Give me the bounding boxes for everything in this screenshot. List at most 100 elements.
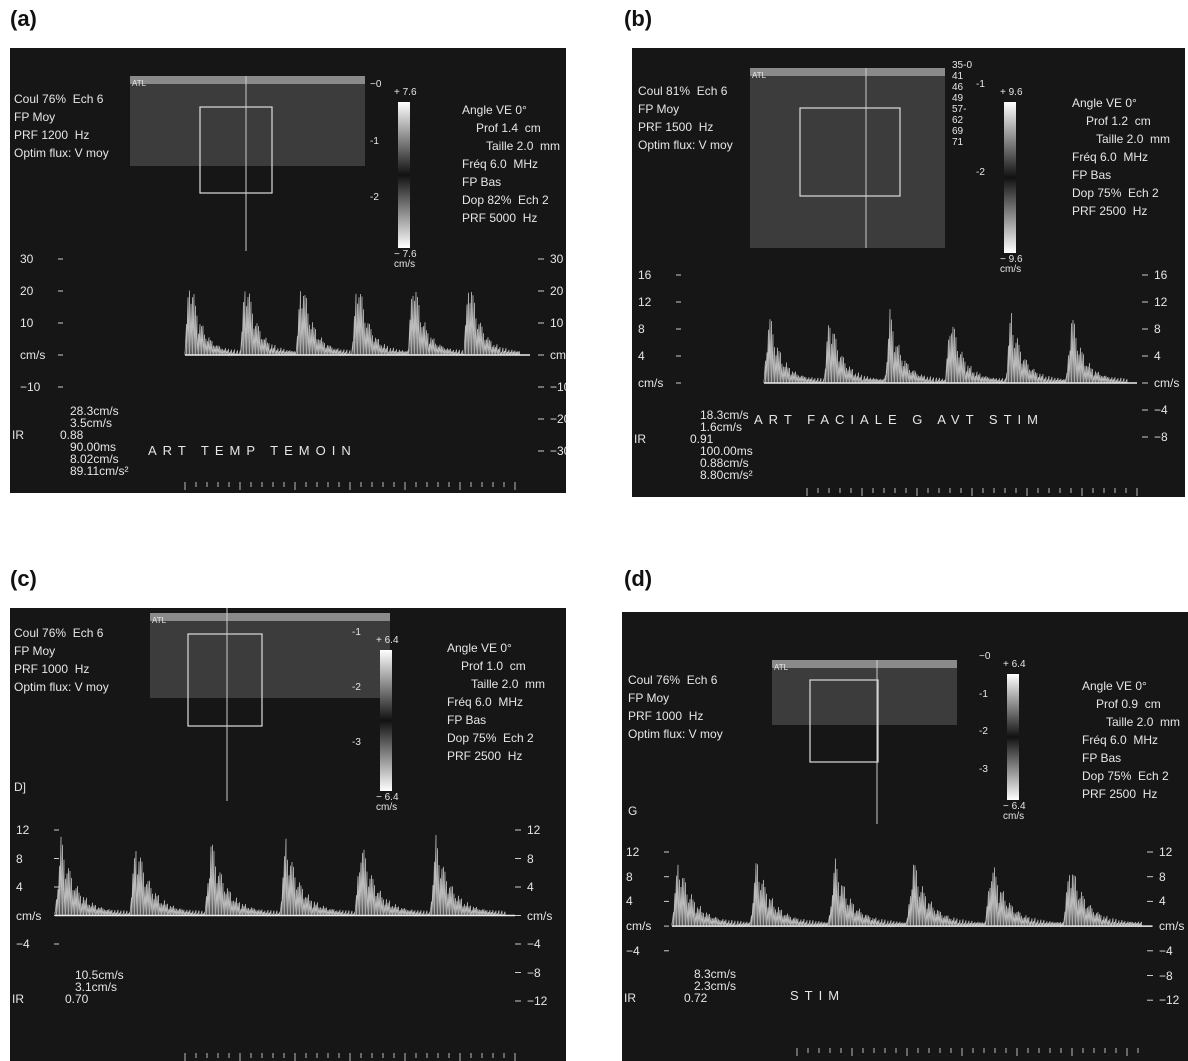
left-tick-label: 8 xyxy=(626,869,633,884)
ir-label: IR xyxy=(12,992,24,1006)
right-tick-label: −4 xyxy=(527,937,541,951)
left-tick-label: 12 xyxy=(626,845,640,859)
right-tick-label: 8 xyxy=(1159,869,1166,884)
right-setting: Dop 82% Ech 2 xyxy=(462,193,549,207)
left-setting: Coul 81% Ech 6 xyxy=(638,84,728,98)
left-setting: FP Moy xyxy=(638,102,680,116)
depth-scale: -2 xyxy=(979,726,988,737)
panel-label: (c) xyxy=(10,566,37,591)
left-setting: FP Moy xyxy=(628,691,670,705)
depth-scale: −0 xyxy=(370,79,382,90)
left-tick-label: cm/s xyxy=(20,348,46,362)
ultrasound-panel: ATL + 6.4− 6.4 cm/s -1 -2 -3 Coul 76% Ech 6 FP … xyxy=(10,608,566,1061)
caption: ART FACIALE G AVT STIM xyxy=(754,412,1044,427)
depth-scale: -1 xyxy=(976,79,985,90)
right-tick-label: −30 xyxy=(550,444,566,458)
measurement: 8.02cm/s xyxy=(70,452,119,466)
bmode-skin xyxy=(150,613,390,621)
color-bar xyxy=(380,650,392,791)
right-tick-label: 12 xyxy=(527,823,541,837)
colorbar-top: + 7.6 xyxy=(394,87,417,98)
right-setting: Fréq 6.0 MHz xyxy=(462,157,539,171)
color-bar xyxy=(1007,674,1019,800)
ultrasound-panel: ATL + 9.6− 9.6 cm/s -1 -2 35-0 41 46 49 57- 62 69 71… xyxy=(632,48,1185,497)
panel-graphics xyxy=(58,76,544,490)
colorbar-bottom: − 9.6 xyxy=(1000,254,1023,265)
right-tick-label: −8 xyxy=(1159,968,1173,983)
left-setting: PRF 1500 Hz xyxy=(638,120,714,134)
right-setting: FP Bas xyxy=(462,175,502,189)
right-tick-label: 8 xyxy=(527,851,534,866)
panel-label: (b) xyxy=(624,6,653,31)
right-setting: Taille 2.0 mm xyxy=(1106,715,1181,729)
left-tick-label: 12 xyxy=(16,823,30,837)
right-setting: Fréq 6.0 MHz xyxy=(447,695,524,709)
left-tick-label: −10 xyxy=(20,380,41,394)
color-box xyxy=(199,106,273,194)
right-setting: Taille 2.0 mm xyxy=(471,677,546,691)
right-setting: Prof 0.9 cm xyxy=(1096,697,1161,711)
left-tick-label: 4 xyxy=(626,894,633,909)
right-setting: PRF 5000 Hz xyxy=(462,211,538,225)
logo: ATL xyxy=(752,71,767,80)
right-setting: Taille 2.0 mm xyxy=(1096,132,1171,146)
depth-scale: -2 xyxy=(370,192,379,204)
right-setting: FP Bas xyxy=(447,713,487,727)
left-setting: FP Moy xyxy=(14,644,56,658)
left-tick-label: 20 xyxy=(20,284,34,298)
right-setting: PRF 2500 Hz xyxy=(447,749,523,763)
ultrasound-panel: ATL + 7.6− 7.6 cm/s −0 -1 -2 Coul 76% Ech 6 FP … xyxy=(10,48,566,493)
bmode-skin xyxy=(130,76,365,84)
right-tick-label: cm/s xyxy=(527,908,553,923)
depth-scale: -3 xyxy=(352,737,361,748)
gray-map: 46 xyxy=(952,82,964,93)
measurement: 18.3cm/s xyxy=(700,408,749,422)
left-tick-label: cm/s xyxy=(638,376,664,390)
doppler-spectrum xyxy=(54,834,506,917)
left-tick-label: −4 xyxy=(16,937,30,951)
measurement: 0.88 xyxy=(60,428,84,442)
left-tick-label: 16 xyxy=(638,268,652,282)
right-tick-label: 8 xyxy=(1154,322,1161,336)
left-tick-label: 10 xyxy=(20,316,34,330)
left-setting: Coul 76% Ech 6 xyxy=(628,673,718,687)
logo: ATL xyxy=(132,79,147,88)
left-setting: Optim flux: V moy xyxy=(14,680,109,694)
panel-graphics xyxy=(54,608,521,1061)
left-setting: Coul 76% Ech 6 xyxy=(14,92,104,106)
left-tick-label: 30 xyxy=(20,252,34,266)
measurement: 0.88cm/s xyxy=(700,456,749,470)
ir-label: IR xyxy=(624,991,636,1005)
right-setting: PRF 2500 Hz xyxy=(1082,787,1158,801)
right-tick-label: 4 xyxy=(1159,894,1166,909)
right-tick-label: 12 xyxy=(1154,295,1168,309)
left-tick-label: 4 xyxy=(16,880,23,894)
depth-scale: -1 xyxy=(979,688,988,700)
right-setting: PRF 2500 Hz xyxy=(1072,204,1148,218)
doppler-spectrum xyxy=(671,858,1142,928)
gray-map: 62 xyxy=(952,115,964,126)
measurement: 2.3cm/s xyxy=(694,979,737,993)
colorbar-unit: cm/s xyxy=(1003,811,1025,822)
right-tick-label: −4 xyxy=(1159,943,1173,958)
right-tick-label: −10 xyxy=(550,380,566,394)
depth-scale: -1 xyxy=(352,627,361,638)
colorbar-unit: cm/s xyxy=(376,802,398,813)
panel-graphics xyxy=(664,660,1153,1056)
measurement: 100.00ms xyxy=(700,444,753,458)
right-tick-label: cm/s xyxy=(1159,919,1185,934)
right-setting: FP Bas xyxy=(1072,168,1112,182)
left-tick-label: 12 xyxy=(638,295,652,309)
right-tick-label: −12 xyxy=(1159,993,1180,1008)
side-mark: D] xyxy=(14,780,26,794)
measurement: 8.80cm/s² xyxy=(700,468,753,482)
colorbar-bottom: − 6.4 xyxy=(376,792,399,803)
ir-label: IR xyxy=(634,432,646,446)
measurement: 3.1cm/s xyxy=(75,980,118,994)
right-tick-label: −20 xyxy=(550,412,566,426)
right-setting: Dop 75% Ech 2 xyxy=(1082,769,1169,783)
right-tick-label: 10 xyxy=(550,316,564,330)
color-box xyxy=(799,107,901,197)
bmode-image xyxy=(130,76,365,166)
